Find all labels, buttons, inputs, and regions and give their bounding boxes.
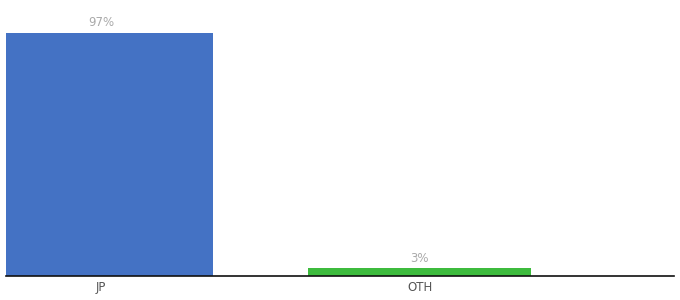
Text: 97%: 97% [88,16,114,29]
Bar [308,268,531,276]
Text: 3%: 3% [410,252,429,265]
Bar [0,33,213,276]
